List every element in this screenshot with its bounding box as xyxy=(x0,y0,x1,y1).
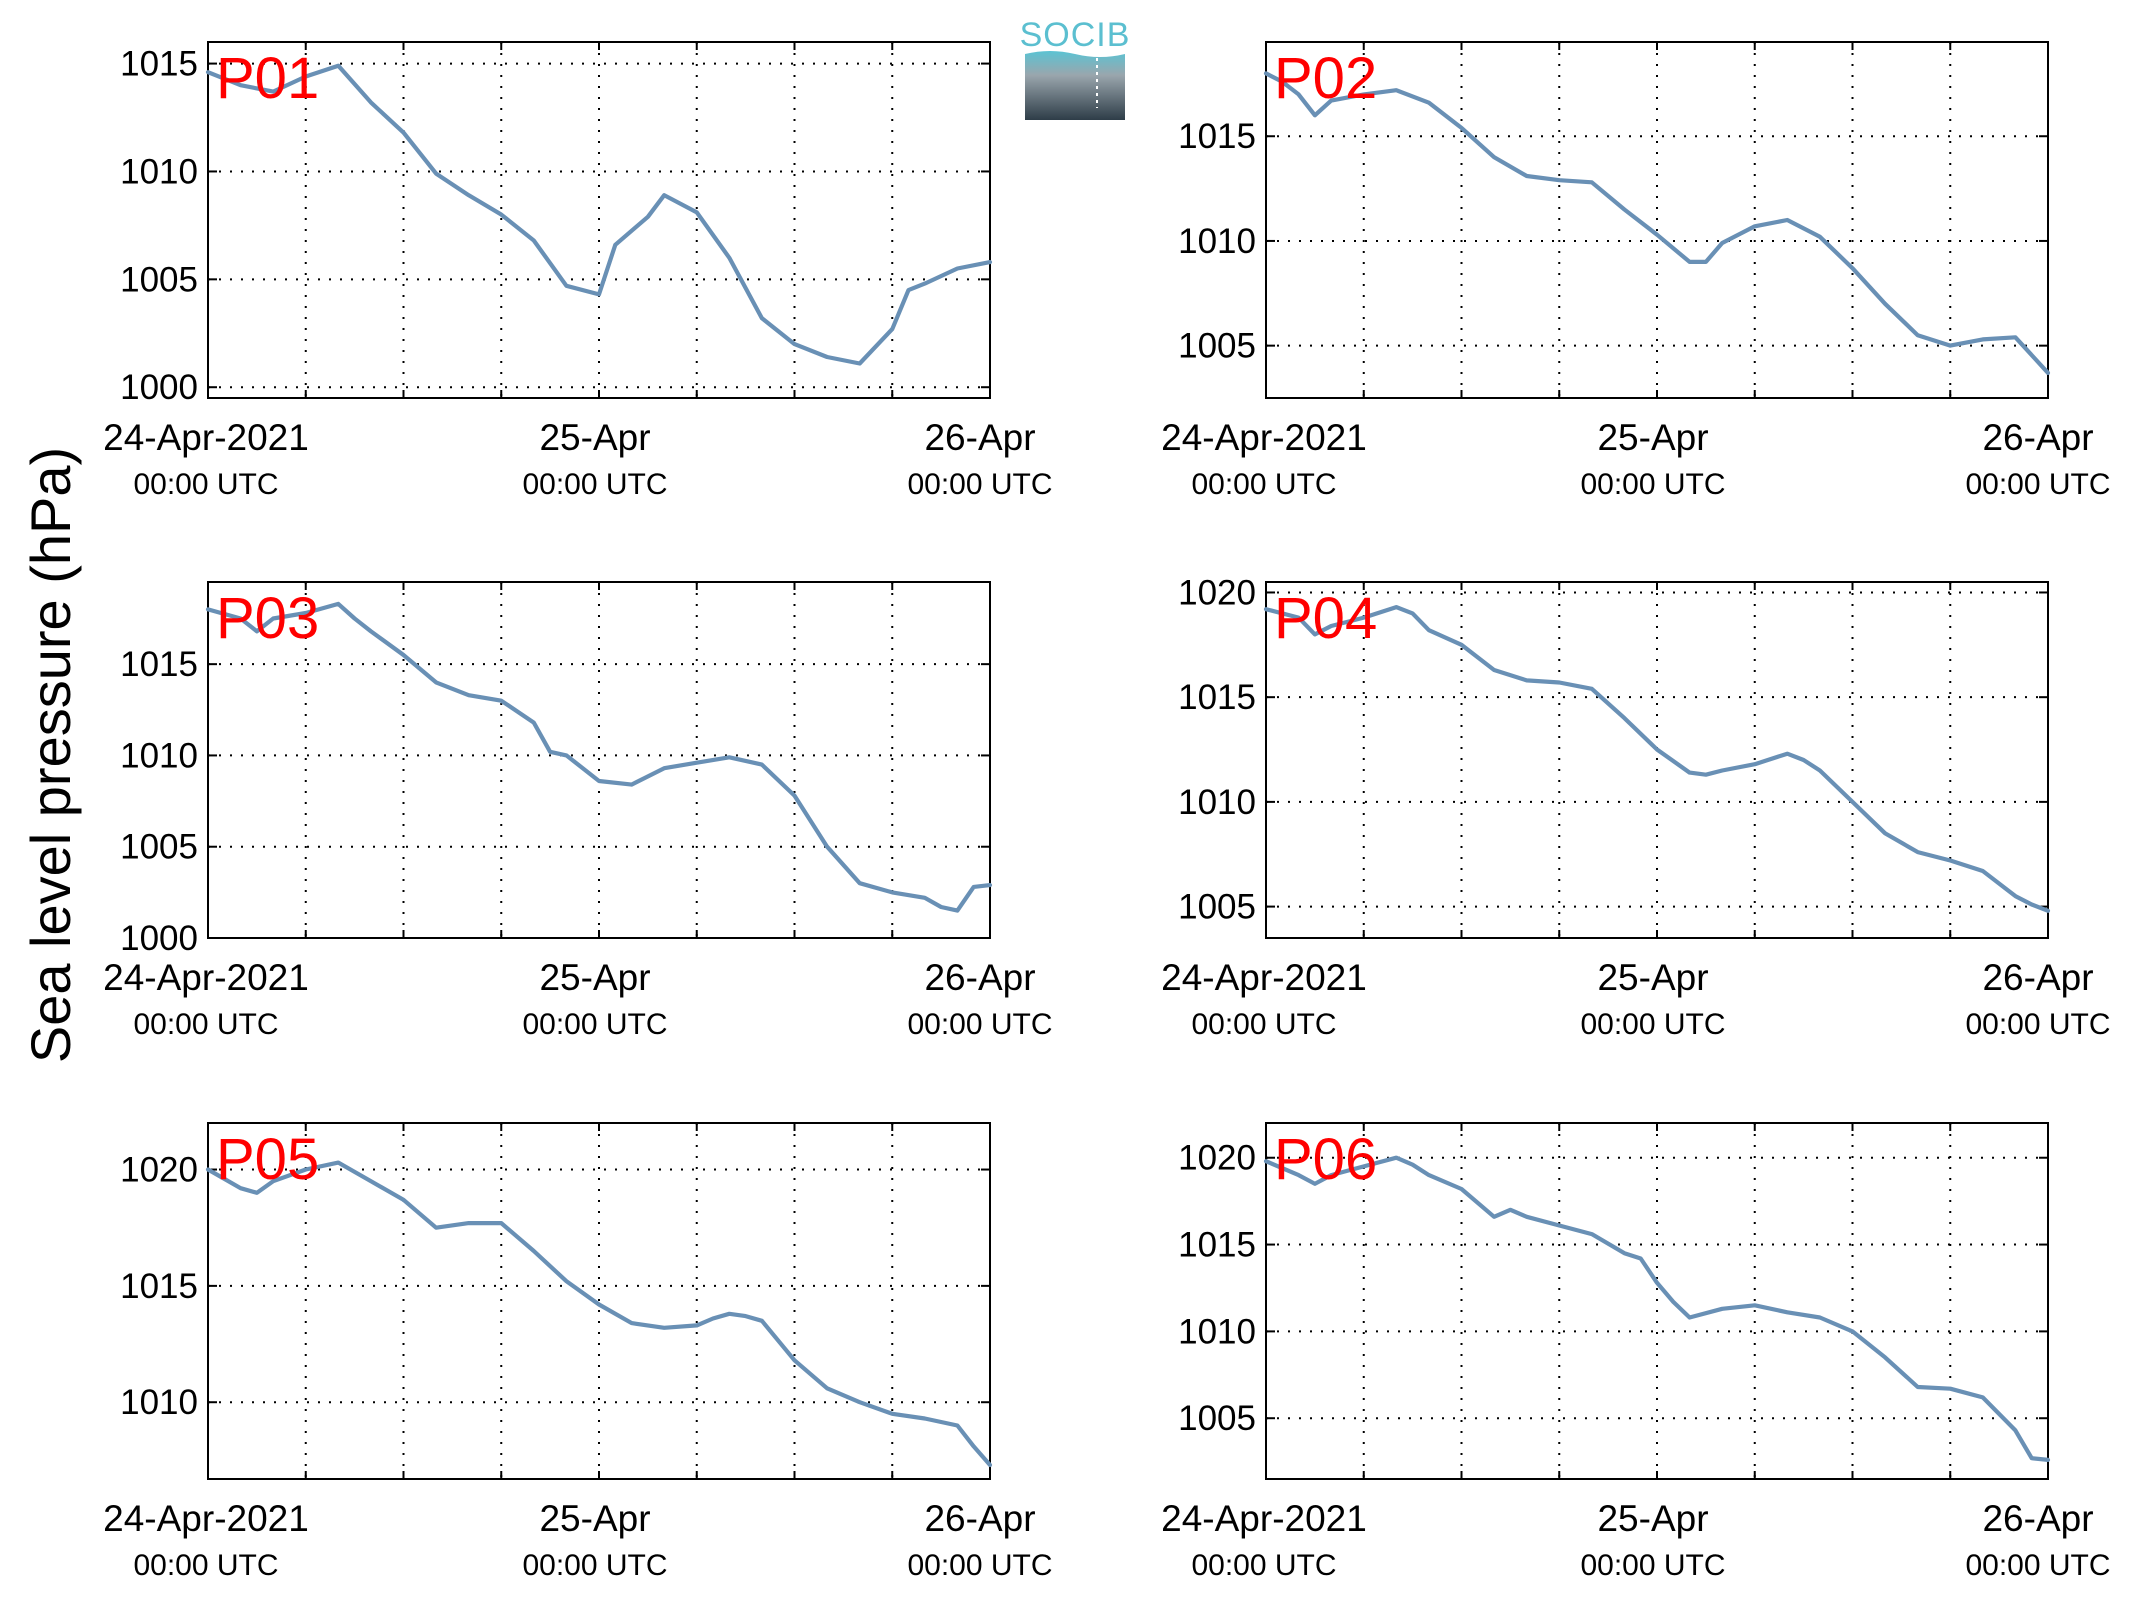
y-tick-label: 1015 xyxy=(1178,1226,1256,1265)
y-tick-label: 1015 xyxy=(120,1267,198,1306)
x-tick-label-time: 00:00 UTC xyxy=(1191,1008,1336,1041)
x-tick-label-time: 00:00 UTC xyxy=(133,1008,278,1041)
y-tick-label: 1020 xyxy=(1178,1139,1256,1178)
y-tick-label: 1020 xyxy=(120,1151,198,1190)
x-tick-label-date: 24-Apr-2021 xyxy=(1161,1498,1367,1539)
x-tick-label-date: 25-Apr xyxy=(1597,957,1708,998)
x-tick-label-time: 00:00 UTC xyxy=(522,468,667,501)
y-tick-label: 1005 xyxy=(120,260,198,299)
y-tick-label: 1015 xyxy=(1178,117,1256,156)
series-line-p05 xyxy=(205,1160,993,1468)
x-tick-label-time: 00:00 UTC xyxy=(907,1008,1052,1041)
y-tick-label: 1015 xyxy=(1178,678,1256,717)
x-tick-label-date: 25-Apr xyxy=(539,957,650,998)
panels: 1000 1005 1010 1015 P01 24-Apr-2021 00:00 UTC 2… xyxy=(103,41,2111,1582)
x-tick-label-date: 26-Apr xyxy=(924,957,1035,998)
y-axis-label: Sea level pressure (hPa) xyxy=(19,447,82,1063)
y-tick-label: 1005 xyxy=(1178,888,1256,927)
y-tick-label: 1010 xyxy=(1178,222,1256,261)
x-tick-label-time: 00:00 UTC xyxy=(522,1008,667,1041)
x-tick-label-time: 00:00 UTC xyxy=(133,1549,278,1582)
station-label: P05 xyxy=(216,1127,319,1192)
y-tick-label: 1005 xyxy=(120,828,198,867)
x-tick-label-time: 00:00 UTC xyxy=(1191,1549,1336,1582)
panel-p05: 1010 1015 1020 P05 24-Apr-2021 00:00 UTC 25-Ap… xyxy=(103,1122,1053,1582)
y-tick-label: 1010 xyxy=(120,736,198,775)
x-tick-label-time: 00:00 UTC xyxy=(907,468,1052,501)
x-tick-label-time: 00:00 UTC xyxy=(522,1549,667,1582)
x-tick-label-date: 25-Apr xyxy=(539,417,650,458)
x-tick-label-date: 26-Apr xyxy=(924,417,1035,458)
y-tick-label: 1010 xyxy=(1178,783,1256,822)
y-tick-label: 1010 xyxy=(120,152,198,191)
axes-frame xyxy=(1265,1122,2049,1480)
series-line-p02 xyxy=(1263,71,2051,375)
x-tick-label-date: 25-Apr xyxy=(1597,1498,1708,1539)
x-tick-label-date: 26-Apr xyxy=(1982,1498,2093,1539)
y-tick-label: 1000 xyxy=(120,919,198,958)
y-tick-label: 1010 xyxy=(1178,1312,1256,1351)
series-line-p04 xyxy=(1263,605,2051,913)
x-tick-label-date: 26-Apr xyxy=(1982,957,2093,998)
axes-frame xyxy=(207,1122,991,1480)
y-tick-label: 1015 xyxy=(120,45,198,84)
axes-frame xyxy=(207,581,991,939)
y-tick-label: 1010 xyxy=(120,1383,198,1422)
x-tick-label-date: 25-Apr xyxy=(539,1498,650,1539)
x-tick-label-time: 00:00 UTC xyxy=(907,1549,1052,1582)
axes-frame xyxy=(1265,41,2049,399)
x-tick-label-date: 24-Apr-2021 xyxy=(103,417,309,458)
panel-p02: 1005 1010 1015 P02 24-Apr-2021 00:00 UTC 25-Ap… xyxy=(1161,41,2111,501)
x-tick-label-date: 24-Apr-2021 xyxy=(103,957,309,998)
station-label: P03 xyxy=(216,586,319,651)
station-label: P06 xyxy=(1274,1127,1377,1192)
y-tick-label: 1020 xyxy=(1178,573,1256,612)
axes-frame xyxy=(1265,581,2049,939)
x-tick-label-date: 25-Apr xyxy=(1597,417,1708,458)
socib-logo: SOCIB xyxy=(1020,16,1131,120)
x-tick-label-time: 00:00 UTC xyxy=(133,468,278,501)
station-label: P01 xyxy=(216,46,319,111)
y-tick-label: 1015 xyxy=(120,645,198,684)
station-label: P04 xyxy=(1274,586,1377,651)
x-tick-label-time: 00:00 UTC xyxy=(1191,468,1336,501)
panel-p04: 1005 1010 1015 1020 P04 24-Apr-2021 00:00 UTC 2… xyxy=(1161,573,2110,1041)
y-tick-label: 1005 xyxy=(1178,327,1256,366)
station-label: P02 xyxy=(1274,46,1377,111)
panel-p01: 1000 1005 1010 1015 P01 24-Apr-2021 00:00 UTC 2… xyxy=(103,41,1053,501)
panel-p03: 1000 1005 1010 1015 P03 24-Apr-2021 00:00 UTC 2… xyxy=(103,581,1053,1041)
x-tick-label-time: 00:00 UTC xyxy=(1965,1008,2110,1041)
series-line-p03 xyxy=(205,601,993,913)
x-tick-label-date: 24-Apr-2021 xyxy=(1161,957,1367,998)
x-tick-label-time: 00:00 UTC xyxy=(1580,1549,1725,1582)
x-tick-label-date: 24-Apr-2021 xyxy=(103,1498,309,1539)
x-tick-label-time: 00:00 UTC xyxy=(1965,468,2110,501)
axes-frame xyxy=(207,41,991,399)
y-tick-label: 1000 xyxy=(120,368,198,407)
series-line-p06 xyxy=(1263,1155,2051,1462)
x-tick-label-time: 00:00 UTC xyxy=(1965,1549,2110,1582)
x-tick-label-time: 00:00 UTC xyxy=(1580,468,1725,501)
panel-p06: 1005 1010 1015 1020 P06 24-Apr-2021 00:00 UTC 2… xyxy=(1161,1122,2111,1582)
x-tick-label-date: 26-Apr xyxy=(924,1498,1035,1539)
x-tick-label-date: 26-Apr xyxy=(1982,417,2093,458)
logo-text: SOCIB xyxy=(1020,16,1131,54)
x-tick-label-time: 00:00 UTC xyxy=(1580,1008,1725,1041)
x-tick-label-date: 24-Apr-2021 xyxy=(1161,417,1367,458)
series-line-p01 xyxy=(205,63,993,366)
y-tick-label: 1005 xyxy=(1178,1399,1256,1438)
